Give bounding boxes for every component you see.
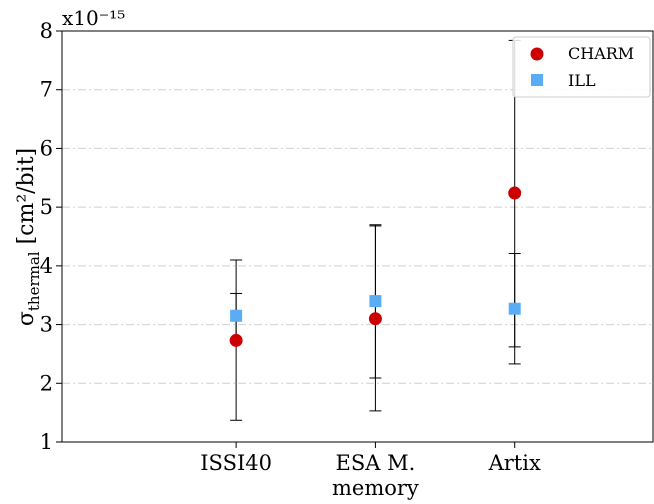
- point-ill: [369, 295, 382, 308]
- point-charm: [368, 312, 382, 326]
- y-axis-label-units: [cm²/bit]: [14, 148, 39, 252]
- y-tick-label: 3: [40, 313, 53, 337]
- y-axis-ticks: 1 2 3 4 5 6 7 8: [40, 19, 62, 454]
- y-tick-label: 7: [40, 78, 53, 102]
- y-tick-label: 5: [40, 195, 53, 219]
- error-bars: [230, 39, 521, 421]
- legend-marker-charm: [530, 47, 544, 61]
- y-tick-label: 8: [40, 19, 53, 43]
- point-ill: [508, 302, 521, 315]
- y-axis-label: σthermal [cm²/bit]: [14, 148, 43, 326]
- y-axis-label-subscript: thermal: [25, 251, 43, 311]
- point-charm: [508, 186, 522, 200]
- point-charm: [229, 333, 243, 347]
- plot-area-frame: [61, 30, 654, 443]
- y-tick-label: 6: [40, 136, 53, 160]
- x-axis-ticks: ISSI40 ESA M. memory Artix: [200, 442, 541, 500]
- legend-label-ill: ILL: [568, 71, 596, 90]
- x-tick-label: ISSI40: [200, 451, 272, 475]
- x-tick-label: ESA M. memory: [332, 451, 419, 500]
- legend-marker-ill: [531, 74, 543, 86]
- y-axis-multiplier: x10⁻¹⁵: [62, 6, 125, 30]
- y-tick-label: 4: [40, 254, 53, 278]
- data-points: [229, 186, 522, 347]
- y-tick-label: 2: [40, 371, 53, 395]
- y-axis-label-symbol: σ: [14, 311, 39, 326]
- point-ill: [230, 309, 243, 322]
- legend-box: [512, 36, 651, 98]
- x-tick-label: Artix: [488, 451, 541, 475]
- grid-lines: [62, 89, 654, 384]
- legend-label-charm: CHARM: [568, 44, 634, 63]
- y-tick-label: 1: [40, 430, 53, 454]
- legend: CHARM ILL: [512, 36, 651, 98]
